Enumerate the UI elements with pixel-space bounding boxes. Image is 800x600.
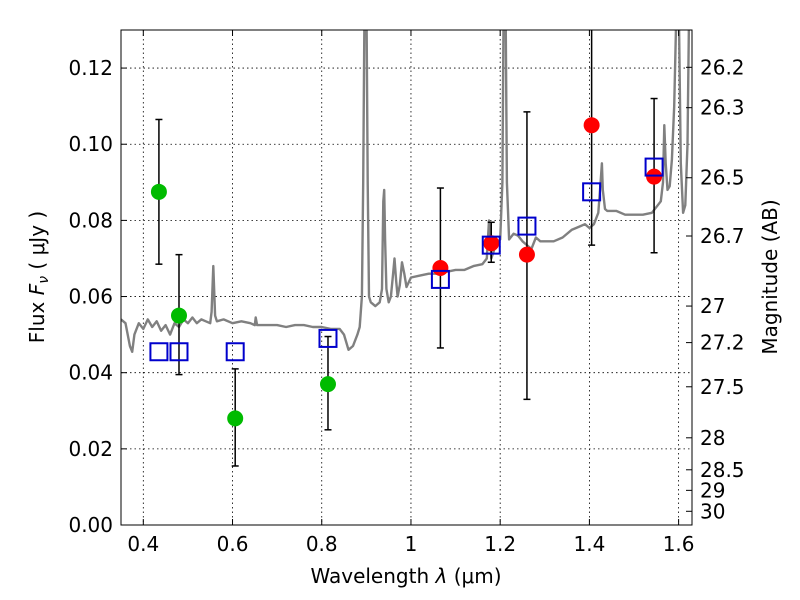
red-data-point: [646, 168, 663, 185]
y2-tick-label: 27.2: [700, 331, 745, 355]
model-square: [517, 216, 537, 236]
x-tick-label: 0.8: [306, 532, 338, 556]
y2-tick-label: 29: [700, 478, 725, 502]
x-tick-label: 1.6: [663, 532, 695, 556]
y2-tick-label: 27.5: [700, 375, 745, 399]
x-axis-title: Wavelength λ (μm): [310, 564, 501, 588]
green-data-point: [319, 376, 336, 393]
y-tick-label: 0.12: [68, 56, 113, 80]
y2-tick-label: 28: [700, 426, 725, 450]
grid: [121, 30, 692, 526]
model-square: [430, 269, 450, 289]
model-square: [318, 328, 338, 348]
y2-tick-label: 27: [700, 294, 725, 318]
y-tick-label: 0.08: [68, 208, 113, 232]
y2-tick-label: 28.5: [700, 458, 745, 482]
marker-layer: [149, 117, 664, 427]
y-tick-label: 0.06: [68, 285, 113, 309]
tick-layer: 0.4 0.6 0.8 1 1.2 1.4 1.6 0.00 0.02 0.04 0.06 0.08 0…: [68, 30, 745, 556]
y-tick-label: 0.04: [68, 361, 113, 385]
y-tick-label: 0.10: [68, 132, 113, 156]
y2-tick-label: 26.7: [700, 224, 745, 248]
model-square: [644, 157, 664, 177]
model-square: [149, 342, 169, 362]
model-square: [225, 342, 245, 362]
y2-tick-label: 26.2: [700, 55, 745, 79]
y2-axis-title: Magnitude (AB): [758, 199, 782, 354]
plot-frame: [120, 29, 693, 526]
spectrum-layer: [121, 30, 691, 353]
green-data-point: [150, 183, 167, 200]
red-data-point: [583, 117, 600, 134]
x-tick-label: 1.4: [573, 532, 605, 556]
spectrum-line: [121, 30, 691, 353]
y-axis-title: Flux Fν ( μJy ): [25, 211, 52, 343]
x-tick-label: 1.2: [484, 532, 516, 556]
red-data-point: [518, 246, 535, 263]
y2-tick-label: 26.5: [700, 166, 745, 190]
model-square: [169, 342, 189, 362]
model-square: [481, 235, 501, 255]
y2-tick-label: 30: [700, 499, 725, 523]
red-data-point: [432, 259, 449, 276]
y-tick-label: 0.02: [68, 437, 113, 461]
green-data-point: [227, 410, 244, 427]
red-data-point: [483, 235, 500, 252]
errorbar-layer: [155, 30, 658, 467]
x-tick-label: 1: [405, 532, 418, 556]
x-tick-label: 0.4: [127, 532, 159, 556]
y-tick-label: 0.00: [68, 513, 113, 537]
y2-tick-label: 26.3: [700, 96, 745, 120]
x-tick-label: 0.6: [217, 532, 249, 556]
model-square: [582, 182, 602, 202]
green-data-point: [170, 307, 187, 324]
